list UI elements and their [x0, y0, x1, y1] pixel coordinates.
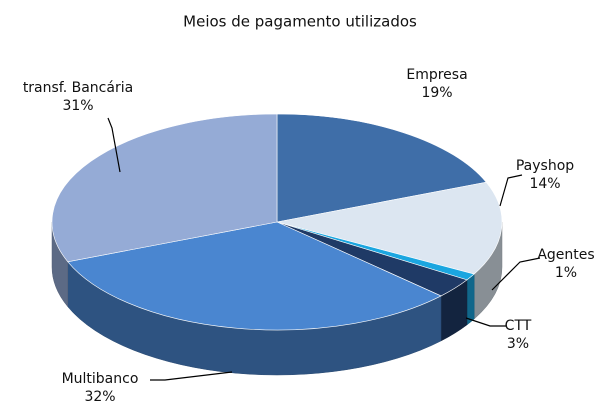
pie-tops [51, 113, 503, 331]
category-label: transf. Bancária [23, 80, 133, 96]
leader-line [150, 371, 233, 381]
labels: Empresa 19% Payshop 14% Agentes 1% CTT 3% Multib… [23, 67, 595, 405]
leader-line [491, 257, 541, 291]
pie-sides [51, 221, 503, 376]
category-label: Payshop [516, 158, 574, 174]
chart-title: Meios de pagamento utilizados [183, 13, 417, 31]
value-label: 1% [555, 265, 577, 281]
pie-slice [67, 221, 442, 331]
value-label: 31% [62, 98, 93, 114]
pie-side [466, 273, 475, 326]
value-label: 14% [529, 176, 560, 192]
category-label: Empresa [406, 67, 467, 83]
leader-line [107, 117, 121, 173]
category-label: Agentes [537, 247, 594, 263]
leader-line [465, 317, 506, 327]
value-label: 19% [421, 85, 452, 101]
pie-slice [51, 113, 278, 263]
pie-slice [276, 181, 503, 275]
pie-slice [276, 113, 487, 223]
value-label: 3% [507, 336, 529, 352]
category-label: CTT [505, 318, 532, 334]
leader-line [499, 174, 523, 207]
value-label: 32% [84, 389, 115, 401]
category-label: Multibanco [62, 371, 139, 387]
